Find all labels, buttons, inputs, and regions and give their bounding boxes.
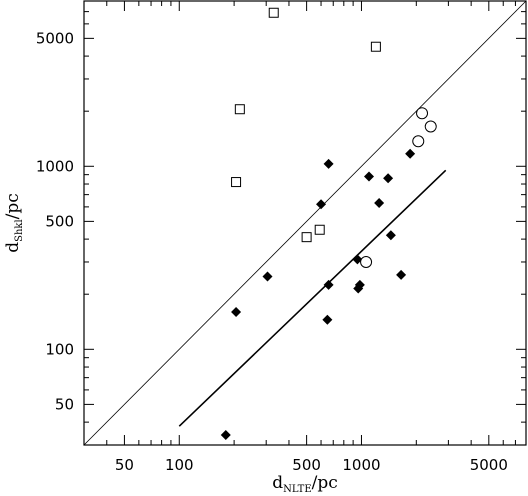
x-tick-label: 100	[165, 456, 194, 474]
x-axis-title: dNLTE/pc	[272, 473, 338, 495]
diamond-marker	[364, 171, 375, 182]
diamond-marker	[231, 306, 242, 317]
diamond-marker	[322, 314, 333, 325]
diamond-marker	[385, 230, 396, 241]
axis-ticks	[83, 0, 527, 446]
square-marker	[314, 224, 325, 235]
square-marker	[231, 177, 242, 188]
reference-lines	[83, 0, 527, 446]
diamond-marker	[323, 279, 334, 290]
diamond-marker	[262, 271, 273, 282]
square-marker	[234, 104, 245, 115]
square-marker	[301, 232, 312, 243]
circle-marker	[412, 135, 425, 148]
circle-marker	[416, 107, 429, 120]
x-tick-label: 500	[292, 456, 321, 474]
x-tick-label: 5000	[470, 456, 508, 474]
diamond-marker	[323, 158, 334, 169]
y-tick-label: 1000	[36, 157, 74, 175]
one-to-one-line	[83, 0, 527, 446]
square-marker	[268, 7, 279, 18]
x-tick-label: 50	[115, 456, 134, 474]
x-tick-label: 1000	[342, 456, 380, 474]
diamond-marker	[220, 430, 231, 441]
diamond-marker	[352, 254, 363, 265]
diamond-marker	[405, 148, 416, 159]
data-markers	[220, 7, 437, 441]
y-tick-label: 500	[45, 212, 74, 230]
diamond-marker	[353, 283, 364, 294]
diamond-marker	[316, 199, 327, 210]
y-axis-title: dShkl/pc	[3, 193, 25, 253]
y-tick-label: 100	[45, 340, 74, 358]
tick-labels: 50 100 500 1000 5000 50 100 500 1000 5000	[36, 29, 508, 474]
y-tick-label: 50	[55, 395, 74, 413]
fit-line	[178, 169, 447, 427]
diamond-marker	[383, 173, 394, 184]
y-tick-label: 5000	[36, 29, 74, 47]
plot-frame	[83, 0, 527, 446]
square-marker	[370, 41, 381, 52]
diamond-marker	[396, 269, 407, 280]
circle-marker	[424, 120, 437, 133]
circle-marker	[360, 255, 373, 268]
diamond-marker	[374, 198, 385, 209]
